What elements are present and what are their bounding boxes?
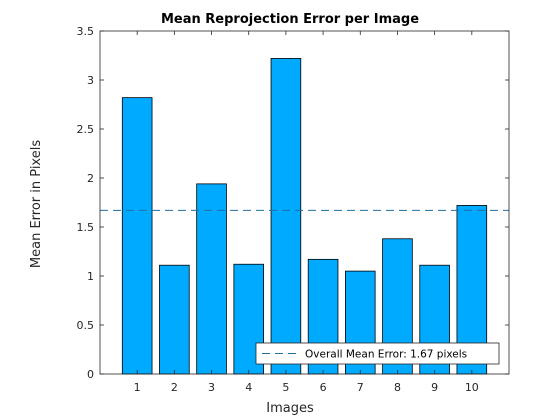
y-tick-label: 3.5 (77, 25, 95, 38)
x-tick-label: 10 (465, 381, 479, 394)
x-tick-label: 5 (282, 381, 289, 394)
y-tick-label: 3 (87, 74, 94, 87)
y-tick-label: 2.5 (77, 123, 95, 136)
bar-image-5 (270, 58, 302, 375)
x-tick-label: 1 (134, 381, 141, 394)
legend: Overall Mean Error: 1.67 pixels (255, 342, 500, 365)
bar-image-2 (159, 264, 190, 375)
y-axis-label: Mean Error in Pixels (29, 140, 44, 268)
x-tick-label: 2 (171, 381, 178, 394)
legend-box (255, 342, 500, 365)
chart-title: Mean Reprojection Error per Image (161, 12, 419, 27)
x-tick-label: 7 (357, 381, 364, 394)
x-tick-label: 9 (431, 381, 438, 394)
y-tick-label: 0 (87, 368, 94, 381)
x-tick-label: 4 (245, 381, 252, 394)
bar-image-1 (121, 97, 153, 375)
legend-mean-line-label: Overall Mean Error: 1.67 pixels (305, 349, 467, 361)
x-axis-label: Images (266, 401, 314, 416)
x-tick-label: 6 (320, 381, 327, 394)
y-ticks-group: 0 0.5 1 1.5 2 2.5 3 3.5 (77, 25, 509, 381)
bar-image-3 (196, 183, 227, 375)
y-tick-label: 2 (87, 172, 94, 185)
axes-group (99, 30, 510, 375)
y-tick-label: 1.5 (77, 221, 95, 234)
x-tick-label: 3 (208, 381, 215, 394)
x-ticks-group: 1 2 3 4 5 6 7 8 9 10 (134, 31, 479, 394)
axes-box (99, 30, 510, 375)
x-tick-label: 8 (394, 381, 401, 394)
y-tick-label: 0.5 (77, 319, 95, 332)
y-tick-label: 1 (87, 270, 94, 283)
